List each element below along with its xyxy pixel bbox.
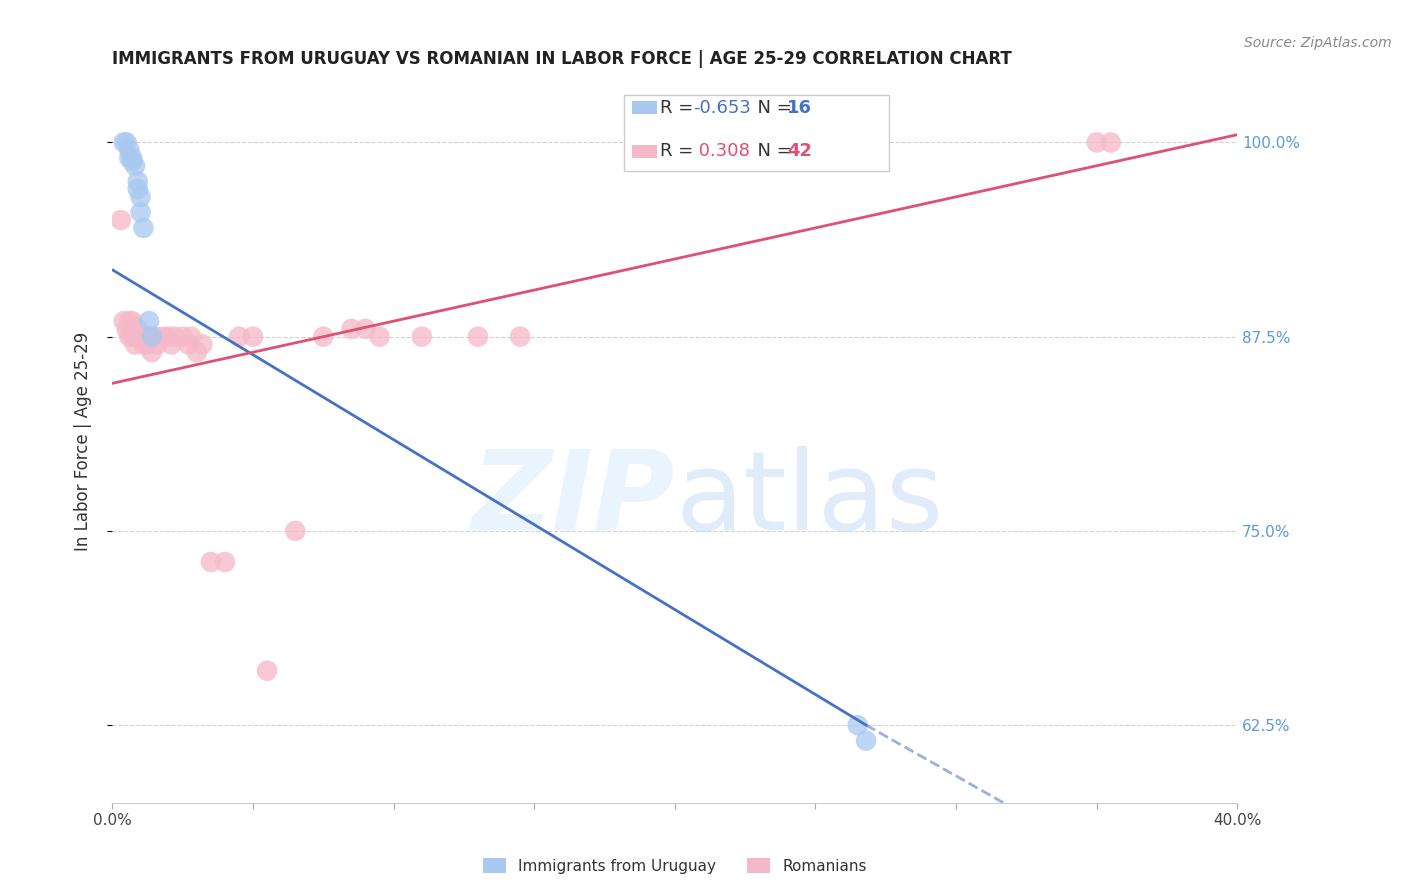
Point (132, 220, 155, 235)
Point (368, 329, 391, 343)
Text: 16: 16 (787, 99, 813, 117)
Point (242, 329, 264, 343)
Point (256, 664, 278, 678)
Point (141, 345, 163, 359)
Point (138, 329, 160, 343)
Point (163, 329, 186, 343)
Point (146, 337, 169, 351)
Point (152, 329, 174, 343)
Point (127, 329, 149, 343)
Point (186, 345, 208, 359)
Point (200, 555, 222, 569)
Text: IMMIGRANTS FROM URUGUAY VS ROMANIAN IN LABOR FORCE | AGE 25-29 CORRELATION CHART: IMMIGRANTS FROM URUGUAY VS ROMANIAN IN L… (112, 50, 1012, 68)
Point (354, 322, 377, 336)
Point (160, 337, 183, 351)
Point (135, 337, 157, 351)
Point (214, 555, 236, 569)
Point (411, 329, 433, 343)
Point (180, 329, 202, 343)
Point (118, 314, 141, 328)
Point (112, 314, 135, 328)
Point (127, 174, 149, 188)
Point (129, 205, 152, 219)
Text: R =: R = (661, 99, 699, 117)
Text: ZIP: ZIP (471, 446, 675, 553)
Point (467, 329, 489, 343)
Text: atlas: atlas (675, 446, 943, 553)
Text: N =: N = (745, 99, 797, 117)
Legend: Immigrants from Uruguay, Romanians: Immigrants from Uruguay, Romanians (477, 852, 873, 880)
Point (127, 322, 149, 336)
Point (312, 329, 335, 343)
Bar (624, 95, 889, 170)
Point (115, 136, 138, 150)
Point (228, 329, 250, 343)
Point (191, 337, 214, 351)
Point (143, 329, 166, 343)
Point (118, 143, 141, 157)
Point (129, 190, 152, 204)
Point (124, 159, 146, 173)
Point (132, 337, 155, 351)
Text: 42: 42 (787, 142, 813, 160)
Text: 0.308: 0.308 (693, 142, 749, 160)
Text: R =: R = (661, 142, 699, 160)
Point (129, 329, 152, 343)
Text: -0.653: -0.653 (693, 99, 751, 117)
Point (157, 329, 180, 343)
Y-axis label: In Labor Force | Age 25-29: In Labor Force | Age 25-29 (73, 332, 91, 551)
Point (177, 337, 200, 351)
Point (172, 329, 194, 343)
Point (284, 524, 307, 538)
Point (112, 136, 135, 150)
Point (141, 329, 163, 343)
Point (1099, 136, 1122, 150)
Point (132, 329, 155, 343)
Text: N =: N = (745, 142, 797, 160)
Point (855, 733, 877, 747)
Bar (633, 101, 657, 114)
Point (1085, 136, 1108, 150)
Point (115, 322, 138, 336)
Text: Source: ZipAtlas.com: Source: ZipAtlas.com (1244, 36, 1392, 50)
Point (138, 314, 160, 328)
Point (121, 329, 143, 343)
Point (846, 718, 869, 732)
Point (509, 329, 531, 343)
Point (118, 151, 141, 165)
Point (118, 329, 141, 343)
Point (124, 337, 146, 351)
Bar (633, 145, 657, 158)
Point (110, 213, 132, 227)
Point (121, 151, 143, 165)
Point (121, 154, 143, 169)
Point (121, 314, 143, 328)
Point (340, 322, 363, 336)
Point (127, 182, 149, 196)
